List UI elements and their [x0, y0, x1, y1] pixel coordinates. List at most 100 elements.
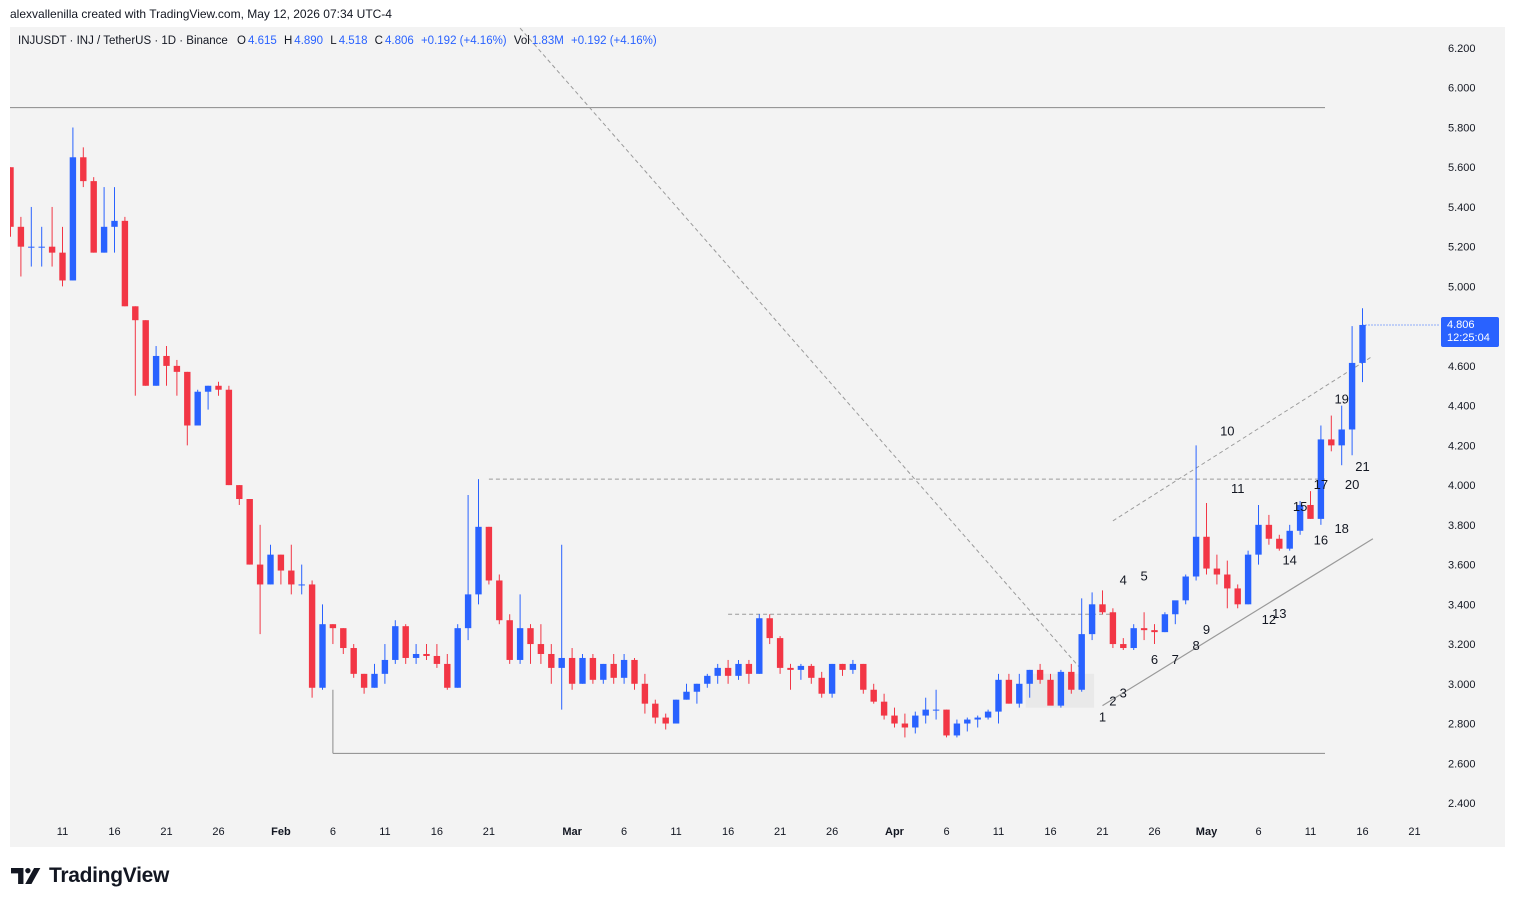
candle-body — [1172, 600, 1179, 615]
candle-body — [17, 226, 25, 247]
candle-body — [548, 653, 555, 668]
wave-count-label: 11 — [1231, 481, 1245, 496]
y-tick-label: 5.800 — [1448, 122, 1476, 134]
candle-body — [1296, 504, 1304, 531]
candle-body — [194, 391, 201, 426]
candle-body — [860, 663, 867, 690]
candle-body — [745, 663, 753, 674]
candle-body — [402, 626, 409, 658]
candle-body — [766, 618, 773, 639]
x-tick-label: 21 — [1096, 826, 1108, 838]
candle-body — [454, 628, 461, 688]
candle-body — [485, 526, 493, 581]
x-tick-label: 16 — [722, 826, 734, 838]
y-tick-label: 3.800 — [1448, 520, 1476, 532]
low-value: 4.518 — [338, 35, 368, 47]
tradingview-brand[interactable]: TradingView — [11, 864, 169, 888]
candle-body — [756, 618, 763, 674]
y-tick-label: 3.600 — [1448, 560, 1476, 572]
candle-body — [100, 226, 108, 253]
x-tick-label: 16 — [1356, 826, 1368, 838]
channel-upper-line — [1112, 355, 1374, 522]
candle-body — [1161, 614, 1169, 633]
wave-count-label: 8 — [1192, 638, 1199, 653]
wave-count-label: 7 — [1172, 652, 1179, 667]
wave-count-label: 1 — [1099, 710, 1106, 725]
candle-body — [1151, 630, 1158, 633]
wave-count-label: 4 — [1120, 572, 1127, 587]
y-tick-label: 3.000 — [1448, 679, 1476, 691]
candle-body — [912, 715, 919, 728]
y-tick-label: 2.600 — [1448, 758, 1476, 770]
chart-area[interactable]: 6.2006.0005.8005.6005.4005.2005.0004.800… — [10, 27, 1505, 847]
candle-body — [641, 683, 649, 704]
candle-body — [111, 220, 118, 227]
wave-count-label: 17 — [1314, 477, 1328, 492]
candle-body — [475, 526, 482, 595]
candle-body — [152, 355, 160, 386]
candle-body — [589, 657, 597, 680]
candle-body — [1255, 524, 1262, 555]
last-price: 4.806 — [1447, 319, 1475, 331]
x-tick-label: 21 — [1408, 826, 1420, 838]
price-axis-bg — [1420, 27, 1505, 847]
candle-body — [849, 663, 857, 670]
y-tick-label: 2.800 — [1448, 719, 1476, 731]
candle-body — [953, 723, 961, 736]
x-tick-label: 21 — [774, 826, 786, 838]
wave-count-label: 5 — [1140, 568, 1147, 583]
candle-body — [381, 659, 389, 674]
candle-body — [1213, 568, 1221, 575]
x-tick-label: 16 — [108, 826, 120, 838]
wave-count-label: 14 — [1282, 553, 1296, 568]
symbol-legend: INJUSDT · INJ / TetherUS · 1D · Binance … — [18, 35, 659, 47]
candle-body — [662, 717, 669, 724]
change-value: +0.192 (+4.16%) — [420, 35, 507, 47]
volume-label: Vol — [513, 35, 530, 47]
candle-body — [610, 663, 617, 678]
candle-body — [828, 663, 836, 694]
candle-body — [412, 653, 420, 658]
candle-body — [704, 675, 711, 684]
candle-body — [506, 620, 513, 660]
candle-body — [943, 709, 950, 736]
y-tick-label: 4.600 — [1448, 361, 1476, 373]
x-tick-label: 16 — [1044, 826, 1056, 838]
candle-body — [1068, 671, 1075, 690]
candle-body — [433, 655, 441, 664]
candle-body — [537, 644, 545, 654]
candle-body — [1317, 439, 1325, 519]
candle-body — [974, 717, 981, 720]
y-tick-label: 2.400 — [1448, 798, 1476, 810]
x-tick-label: 6 — [621, 826, 627, 838]
y-tick-label: 5.000 — [1448, 281, 1476, 293]
y-tick-label: 4.400 — [1448, 401, 1476, 413]
candle-body — [964, 719, 971, 724]
candle-body — [1036, 669, 1044, 680]
candle-body — [1265, 524, 1273, 539]
x-tick-label: 26 — [212, 826, 224, 838]
candle-body — [724, 667, 732, 676]
y-tick-label: 5.200 — [1448, 242, 1476, 254]
wave-count-label: 6 — [1151, 652, 1158, 667]
channel-lower-line — [1102, 538, 1374, 707]
candle-body — [579, 657, 586, 684]
candle-body — [225, 389, 233, 486]
x-tick-label: Feb — [271, 826, 291, 838]
candle-body — [870, 689, 877, 702]
candle-body — [423, 653, 430, 656]
candle-body — [1203, 536, 1210, 569]
x-tick-label: 11 — [1305, 826, 1316, 838]
candle-body — [173, 365, 181, 372]
low-label: L — [330, 35, 337, 47]
wave-count-label: 21 — [1355, 459, 1369, 474]
candle-body — [1359, 324, 1366, 363]
candle-body — [184, 371, 191, 426]
wave-count-label: 10 — [1220, 423, 1234, 438]
candle-body — [1276, 538, 1283, 549]
candle-body — [901, 723, 909, 728]
y-tick-label: 6.000 — [1448, 83, 1476, 95]
candlestick-chart[interactable]: 6.2006.0005.8005.6005.4005.2005.0004.800… — [10, 27, 1505, 847]
candle-body — [69, 157, 77, 281]
x-tick-label: 6 — [330, 826, 336, 838]
